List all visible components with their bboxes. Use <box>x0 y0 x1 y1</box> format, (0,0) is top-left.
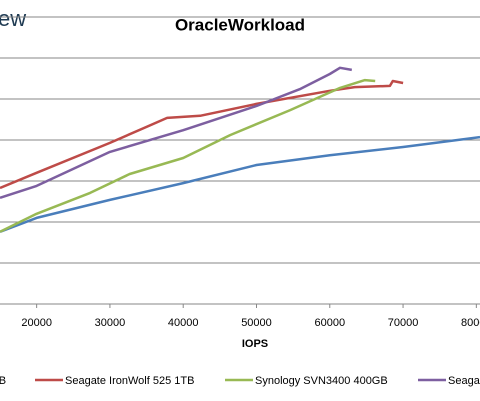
series-line <box>0 135 480 233</box>
logo: ew <box>0 6 26 31</box>
x-axis-label: IOPS <box>242 338 268 350</box>
x-tick-label: 20000 <box>21 317 52 329</box>
x-tick-label: 40000 <box>168 317 199 329</box>
legend-label: Synology SVN3400 400GB <box>255 375 388 387</box>
series-line <box>0 78 376 233</box>
chart-title: OracleWorkload <box>175 15 305 34</box>
grid <box>0 16 480 305</box>
x-tick-label: 50000 <box>241 317 272 329</box>
x-tick-label: 80000 <box>461 317 480 329</box>
x-tick-label: 60000 <box>314 317 345 329</box>
series-line <box>0 66 353 199</box>
legend-label: TB <box>0 375 6 387</box>
legend-label: Seagate IronWolf 525 1TB <box>65 375 194 387</box>
series-line <box>0 79 404 190</box>
x-tick-label: 70000 <box>388 317 419 329</box>
legend-label: Seaga <box>448 375 480 387</box>
x-tick-label: 30000 <box>95 317 126 329</box>
